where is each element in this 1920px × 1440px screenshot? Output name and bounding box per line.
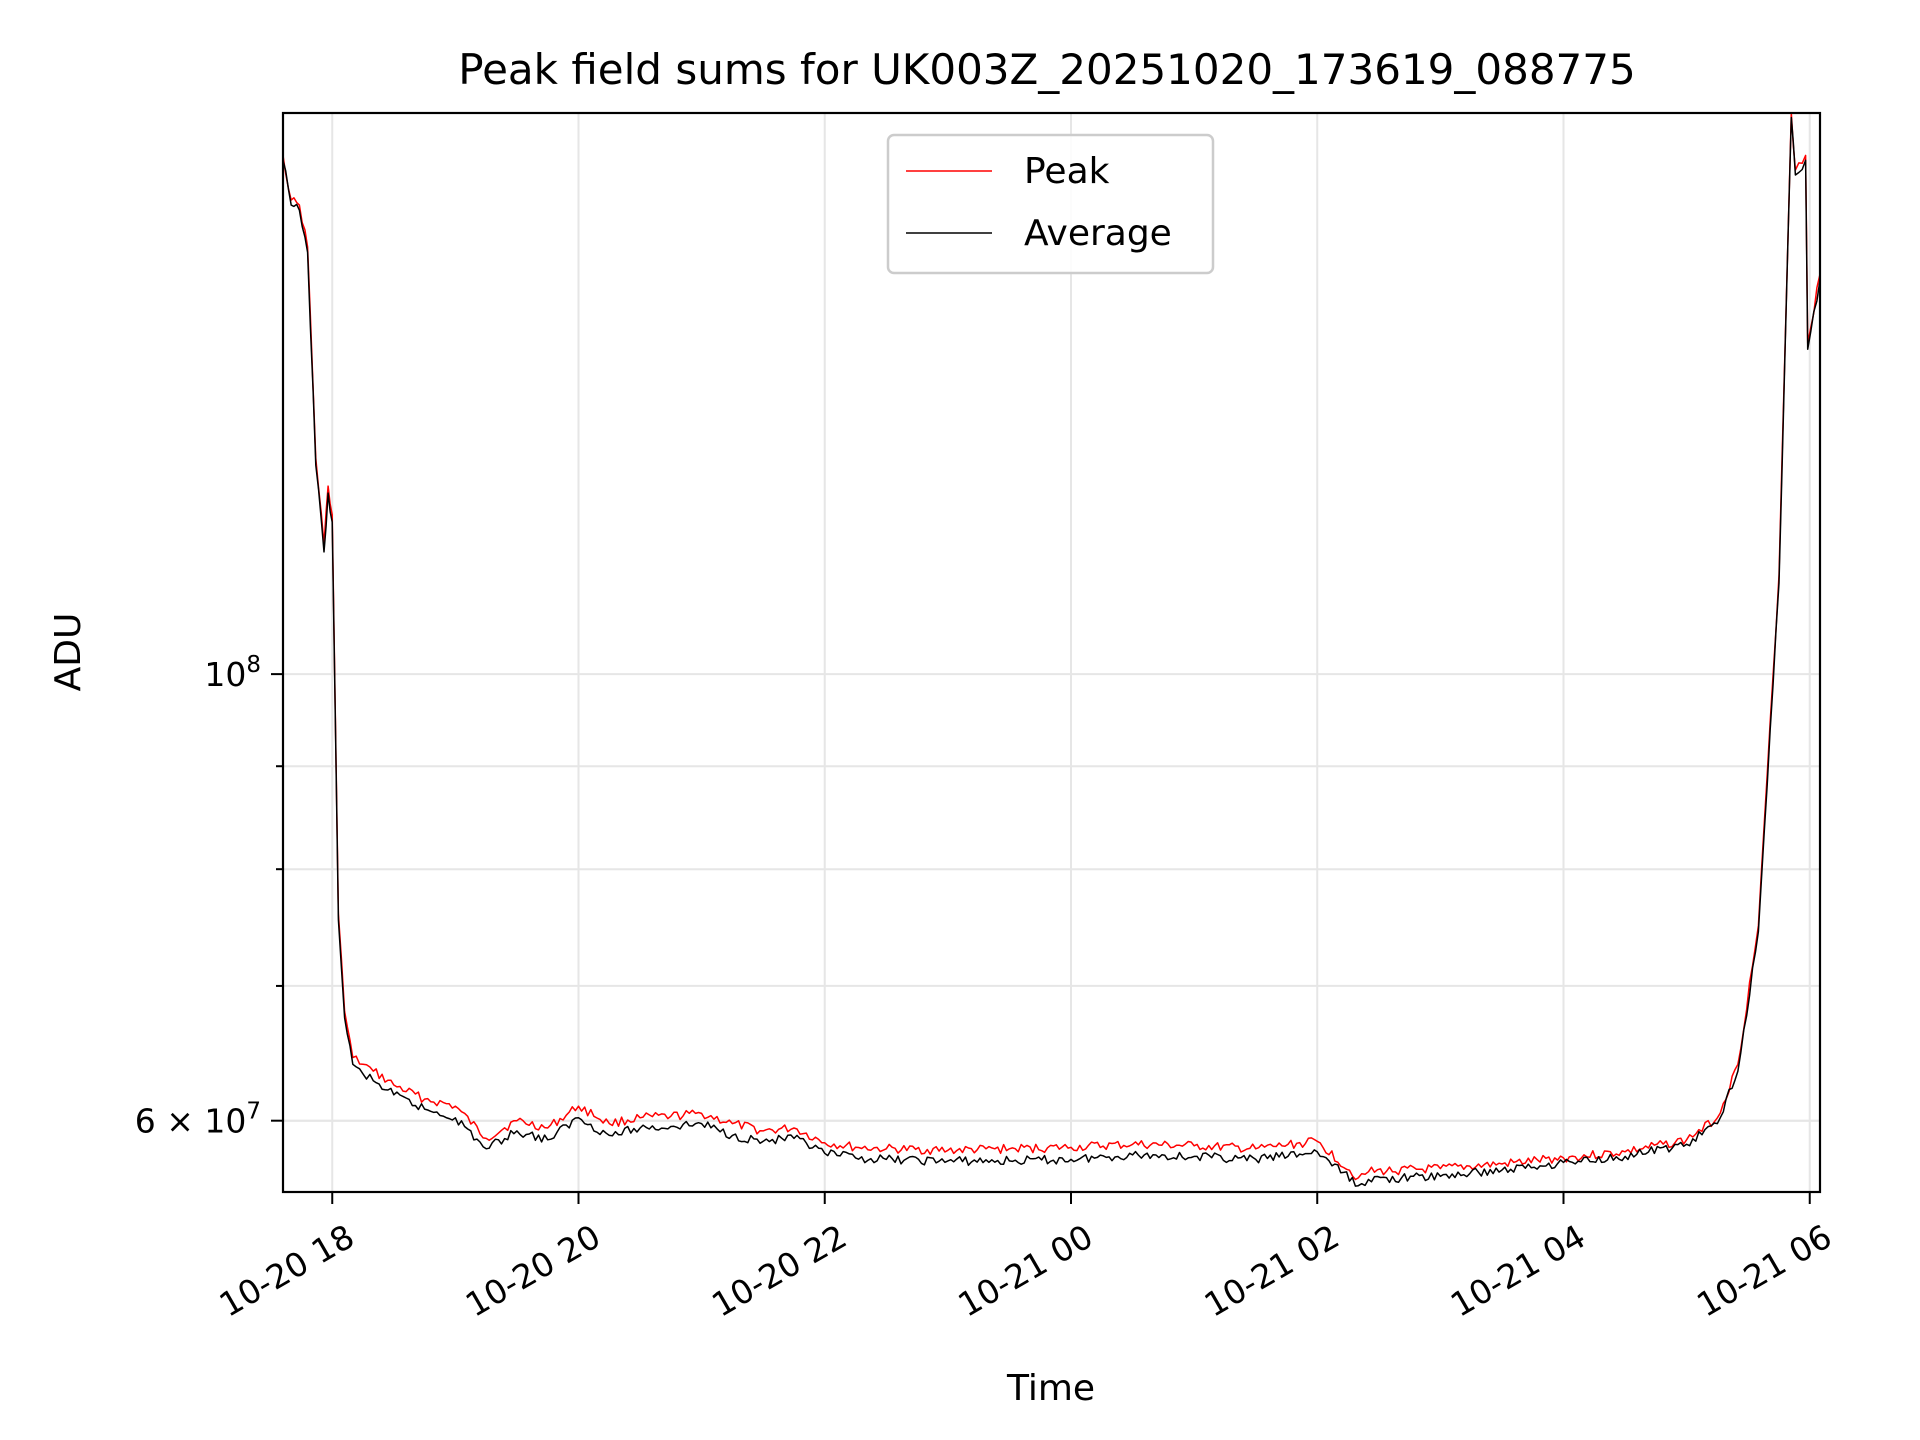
y-axis-label: ADU xyxy=(48,613,89,692)
x-axis-label: Time xyxy=(1006,1368,1095,1409)
legend: Peak Average xyxy=(886,133,1215,275)
y-tick-label-0: 108 xyxy=(204,652,261,694)
series-line-average xyxy=(283,116,1820,1187)
legend-box xyxy=(886,133,1215,275)
plot-series xyxy=(283,113,1820,1187)
legend-peak-label: Peak xyxy=(1024,151,1110,192)
y-axis-ticks: 108 6 × 107 xyxy=(135,652,283,1141)
chart-title: Peak field sums for UK003Z_20251020_1736… xyxy=(458,45,1635,94)
plot-frame xyxy=(281,111,1822,1194)
series-line-peak xyxy=(283,113,1820,1181)
y-tick-label-1: 6 × 107 xyxy=(135,1099,261,1141)
legend-average-label: Average xyxy=(1024,213,1172,254)
grid xyxy=(283,113,1820,1192)
